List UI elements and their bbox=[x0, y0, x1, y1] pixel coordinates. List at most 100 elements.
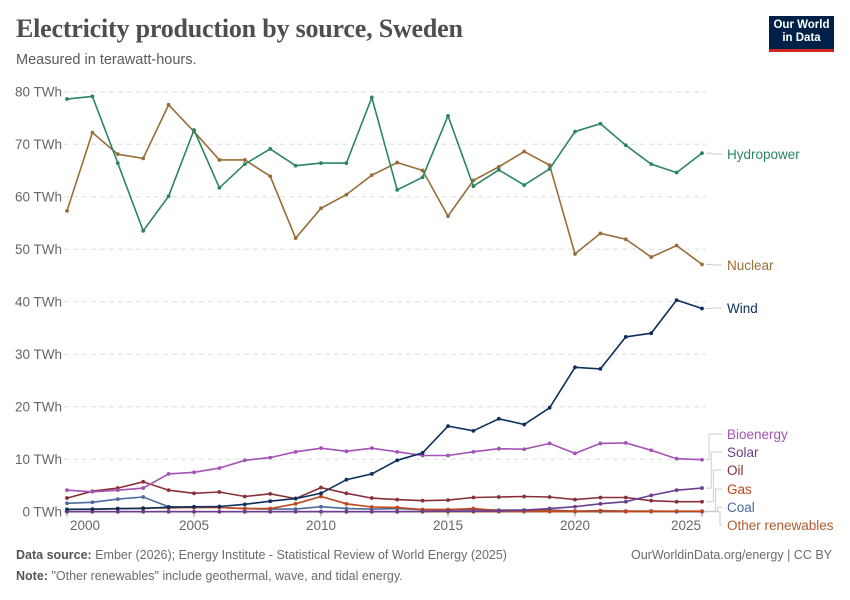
data-point bbox=[141, 509, 146, 514]
data-point bbox=[700, 306, 704, 311]
data-point bbox=[446, 214, 450, 219]
owid-logo[interactable]: Our World in Data bbox=[769, 16, 834, 52]
data-point bbox=[319, 446, 323, 451]
data-point bbox=[700, 457, 704, 462]
data-point bbox=[319, 509, 323, 514]
data-point bbox=[446, 498, 450, 503]
data-point bbox=[242, 506, 247, 511]
x-tick-label: 2000 bbox=[70, 518, 100, 533]
data-point bbox=[166, 505, 171, 510]
data-point bbox=[141, 486, 146, 490]
data-point bbox=[319, 161, 323, 166]
data-point bbox=[293, 496, 298, 501]
data-point bbox=[573, 365, 577, 370]
data-point bbox=[522, 183, 527, 188]
data-point bbox=[319, 494, 323, 499]
data-point bbox=[344, 506, 349, 511]
data-point bbox=[547, 166, 552, 171]
data-point bbox=[649, 493, 654, 498]
data-point bbox=[268, 455, 273, 460]
data-point bbox=[166, 102, 171, 107]
data-point bbox=[496, 495, 501, 499]
data-point bbox=[700, 262, 704, 267]
legend-connector bbox=[706, 469, 722, 503]
note-text: "Other renewables" include geothermal, w… bbox=[51, 569, 403, 583]
data-point bbox=[166, 194, 171, 199]
data-point bbox=[344, 161, 349, 166]
data-point bbox=[115, 152, 120, 157]
data-point bbox=[65, 488, 69, 493]
data-point bbox=[471, 449, 476, 454]
data-point bbox=[192, 128, 196, 132]
y-tick-label: 70 TWh bbox=[15, 137, 62, 152]
data-point bbox=[369, 95, 374, 100]
legend-label-coal: Coal bbox=[727, 500, 755, 515]
data-point bbox=[192, 509, 196, 514]
y-tick-label: 0 TWh bbox=[22, 505, 62, 520]
data-point bbox=[395, 449, 400, 454]
data-point bbox=[242, 158, 247, 162]
data-point bbox=[141, 156, 146, 161]
data-source-label: Data source: bbox=[16, 548, 92, 562]
data-point bbox=[166, 509, 171, 514]
data-point bbox=[268, 499, 273, 504]
data-point bbox=[293, 507, 298, 511]
data-point bbox=[420, 498, 425, 503]
data-point bbox=[217, 466, 222, 471]
note-label: Note: bbox=[16, 569, 48, 583]
data-point bbox=[573, 252, 577, 256]
note: Note: "Other renewables" include geother… bbox=[16, 569, 403, 583]
x-tick-label: 2025 bbox=[671, 518, 701, 533]
data-point bbox=[649, 162, 654, 167]
credit-link[interactable]: OurWorldinData.org/energy | CC BY bbox=[630, 548, 832, 562]
data-point bbox=[268, 509, 273, 514]
series-line-solar bbox=[67, 487, 703, 513]
series-line-nuclear bbox=[66, 103, 703, 266]
data-point bbox=[649, 448, 654, 453]
data-point bbox=[623, 499, 628, 504]
data-point bbox=[598, 231, 603, 236]
legend-connector bbox=[706, 263, 722, 266]
data-point bbox=[573, 509, 577, 514]
y-tick-label: 60 TWh bbox=[15, 190, 62, 205]
data-point bbox=[674, 499, 679, 504]
y-tick-label: 80 TWh bbox=[15, 85, 62, 100]
data-point bbox=[522, 494, 527, 499]
legend-connector bbox=[706, 451, 722, 489]
y-tick-label: 40 TWh bbox=[15, 295, 62, 310]
data-point bbox=[598, 495, 603, 500]
data-point bbox=[90, 489, 95, 494]
data-source-text[interactable]: Ember (2026); Energy Institute - Statist… bbox=[95, 548, 507, 562]
data-point bbox=[471, 495, 476, 500]
data-point bbox=[217, 504, 222, 509]
data-point bbox=[395, 160, 400, 165]
data-point bbox=[598, 441, 603, 446]
data-point bbox=[217, 185, 222, 190]
data-point bbox=[65, 97, 69, 101]
legend-label-bioenergy: Bioenergy bbox=[727, 427, 788, 442]
data-point bbox=[217, 509, 222, 514]
data-point bbox=[344, 477, 349, 482]
data-point bbox=[674, 298, 679, 303]
data-point bbox=[268, 506, 273, 511]
data-point bbox=[623, 143, 628, 148]
legend-label-nuclear: Nuclear bbox=[727, 258, 774, 273]
data-point bbox=[522, 422, 527, 427]
x-tick-label: 2005 bbox=[179, 518, 209, 533]
data-point bbox=[700, 486, 704, 490]
data-point bbox=[115, 509, 120, 514]
data-point bbox=[496, 509, 501, 513]
data-point bbox=[522, 447, 527, 452]
legend-connector bbox=[706, 307, 722, 310]
data-point bbox=[446, 453, 450, 458]
data-point bbox=[547, 506, 552, 511]
data-point bbox=[344, 501, 349, 506]
data-point bbox=[141, 228, 146, 233]
data-point bbox=[166, 472, 171, 476]
series-line-bioenergy bbox=[66, 442, 703, 493]
data-source: Data source: Ember (2026); Energy Instit… bbox=[16, 548, 507, 562]
data-point bbox=[90, 500, 95, 505]
data-point bbox=[623, 237, 628, 242]
legend-connector bbox=[706, 511, 722, 526]
